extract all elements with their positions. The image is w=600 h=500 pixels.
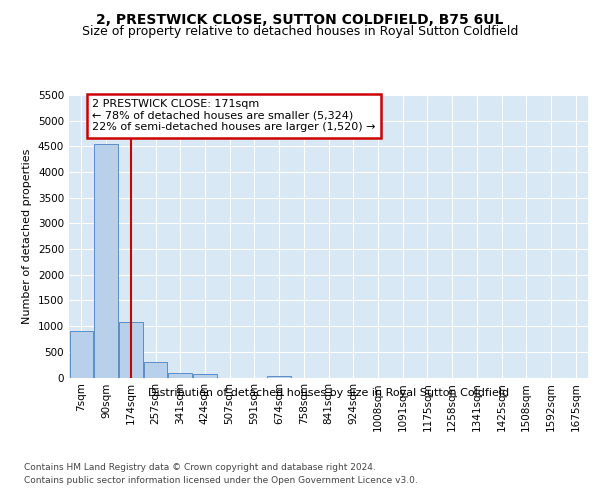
Text: Contains HM Land Registry data © Crown copyright and database right 2024.: Contains HM Land Registry data © Crown c… <box>24 462 376 471</box>
Text: Size of property relative to detached houses in Royal Sutton Coldfield: Size of property relative to detached ho… <box>82 25 518 38</box>
Bar <box>193 374 217 378</box>
Text: 2 PRESTWICK CLOSE: 171sqm
← 78% of detached houses are smaller (5,324)
22% of se: 2 PRESTWICK CLOSE: 171sqm ← 78% of detac… <box>92 99 376 132</box>
Bar <box>70 332 93 378</box>
Bar <box>119 322 143 378</box>
Bar <box>169 373 192 378</box>
Text: 2, PRESTWICK CLOSE, SUTTON COLDFIELD, B75 6UL: 2, PRESTWICK CLOSE, SUTTON COLDFIELD, B7… <box>97 12 503 26</box>
Bar <box>94 144 118 378</box>
Text: Distribution of detached houses by size in Royal Sutton Coldfield: Distribution of detached houses by size … <box>148 388 509 398</box>
Bar <box>268 376 291 378</box>
Text: Contains public sector information licensed under the Open Government Licence v3: Contains public sector information licen… <box>24 476 418 485</box>
Bar <box>144 362 167 378</box>
Y-axis label: Number of detached properties: Number of detached properties <box>22 148 32 324</box>
